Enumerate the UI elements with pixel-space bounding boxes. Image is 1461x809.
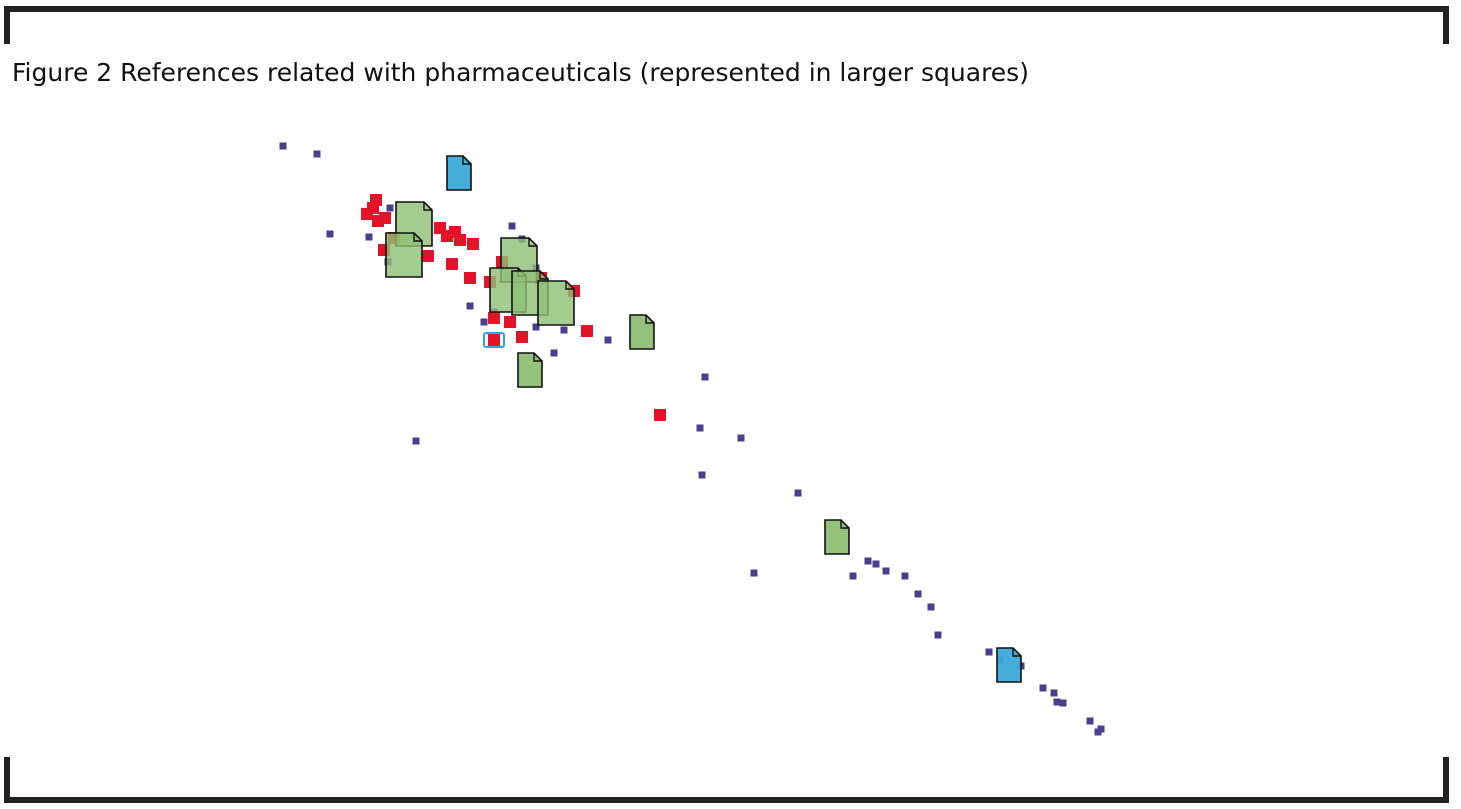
reference-point xyxy=(1053,698,1061,706)
reference-point xyxy=(1039,684,1047,692)
reference-point xyxy=(550,349,558,357)
reference-point xyxy=(560,326,568,334)
cluster-point xyxy=(422,250,434,262)
reference-point xyxy=(532,323,540,331)
selection-highlight-box xyxy=(483,332,505,348)
pharmaceutical-document-icon xyxy=(385,232,423,278)
reference-point xyxy=(279,142,287,150)
pharmaceutical-document-icon xyxy=(446,155,472,191)
figure-caption: Figure 2 References related with pharmac… xyxy=(12,58,1029,87)
reference-point xyxy=(412,437,420,445)
reference-point xyxy=(365,233,373,241)
reference-point xyxy=(508,222,516,230)
reference-point xyxy=(466,302,474,310)
cluster-point xyxy=(454,234,466,246)
cluster-point xyxy=(361,208,373,220)
cluster-point xyxy=(516,331,528,343)
reference-point xyxy=(934,631,942,639)
reference-point xyxy=(604,336,612,344)
pharmaceutical-document-icon xyxy=(824,519,850,555)
reference-point xyxy=(901,572,909,580)
reference-point xyxy=(864,557,872,565)
cluster-point xyxy=(379,212,391,224)
reference-point xyxy=(698,471,706,479)
cluster-point xyxy=(488,334,500,346)
reference-point xyxy=(701,373,709,381)
cluster-point xyxy=(446,258,458,270)
reference-point xyxy=(386,204,394,212)
reference-point xyxy=(326,230,334,238)
reference-point xyxy=(696,424,704,432)
cluster-point xyxy=(467,238,479,250)
reference-point xyxy=(927,603,935,611)
cluster-point xyxy=(581,325,593,337)
reference-point xyxy=(313,150,321,158)
reference-point xyxy=(737,434,745,442)
reference-point xyxy=(750,569,758,577)
cluster-point xyxy=(464,272,476,284)
frame-bottom-bracket xyxy=(4,757,1449,803)
pharmaceutical-document-icon xyxy=(517,352,543,388)
reference-point xyxy=(849,572,857,580)
reference-point xyxy=(985,648,993,656)
reference-point xyxy=(882,567,890,575)
cluster-point xyxy=(488,312,500,324)
cluster-point xyxy=(504,316,516,328)
reference-point xyxy=(872,560,880,568)
reference-point xyxy=(480,318,488,326)
reference-point xyxy=(1086,717,1094,725)
reference-point xyxy=(914,590,922,598)
pharmaceutical-document-icon xyxy=(537,280,575,326)
reference-point xyxy=(794,489,802,497)
reference-point xyxy=(1059,699,1067,707)
reference-point xyxy=(1097,725,1105,733)
frame-top-bracket xyxy=(4,6,1449,44)
cluster-point xyxy=(654,409,666,421)
pharmaceutical-document-icon xyxy=(996,647,1022,683)
reference-point xyxy=(1050,689,1058,697)
pharmaceutical-document-icon xyxy=(629,314,655,350)
